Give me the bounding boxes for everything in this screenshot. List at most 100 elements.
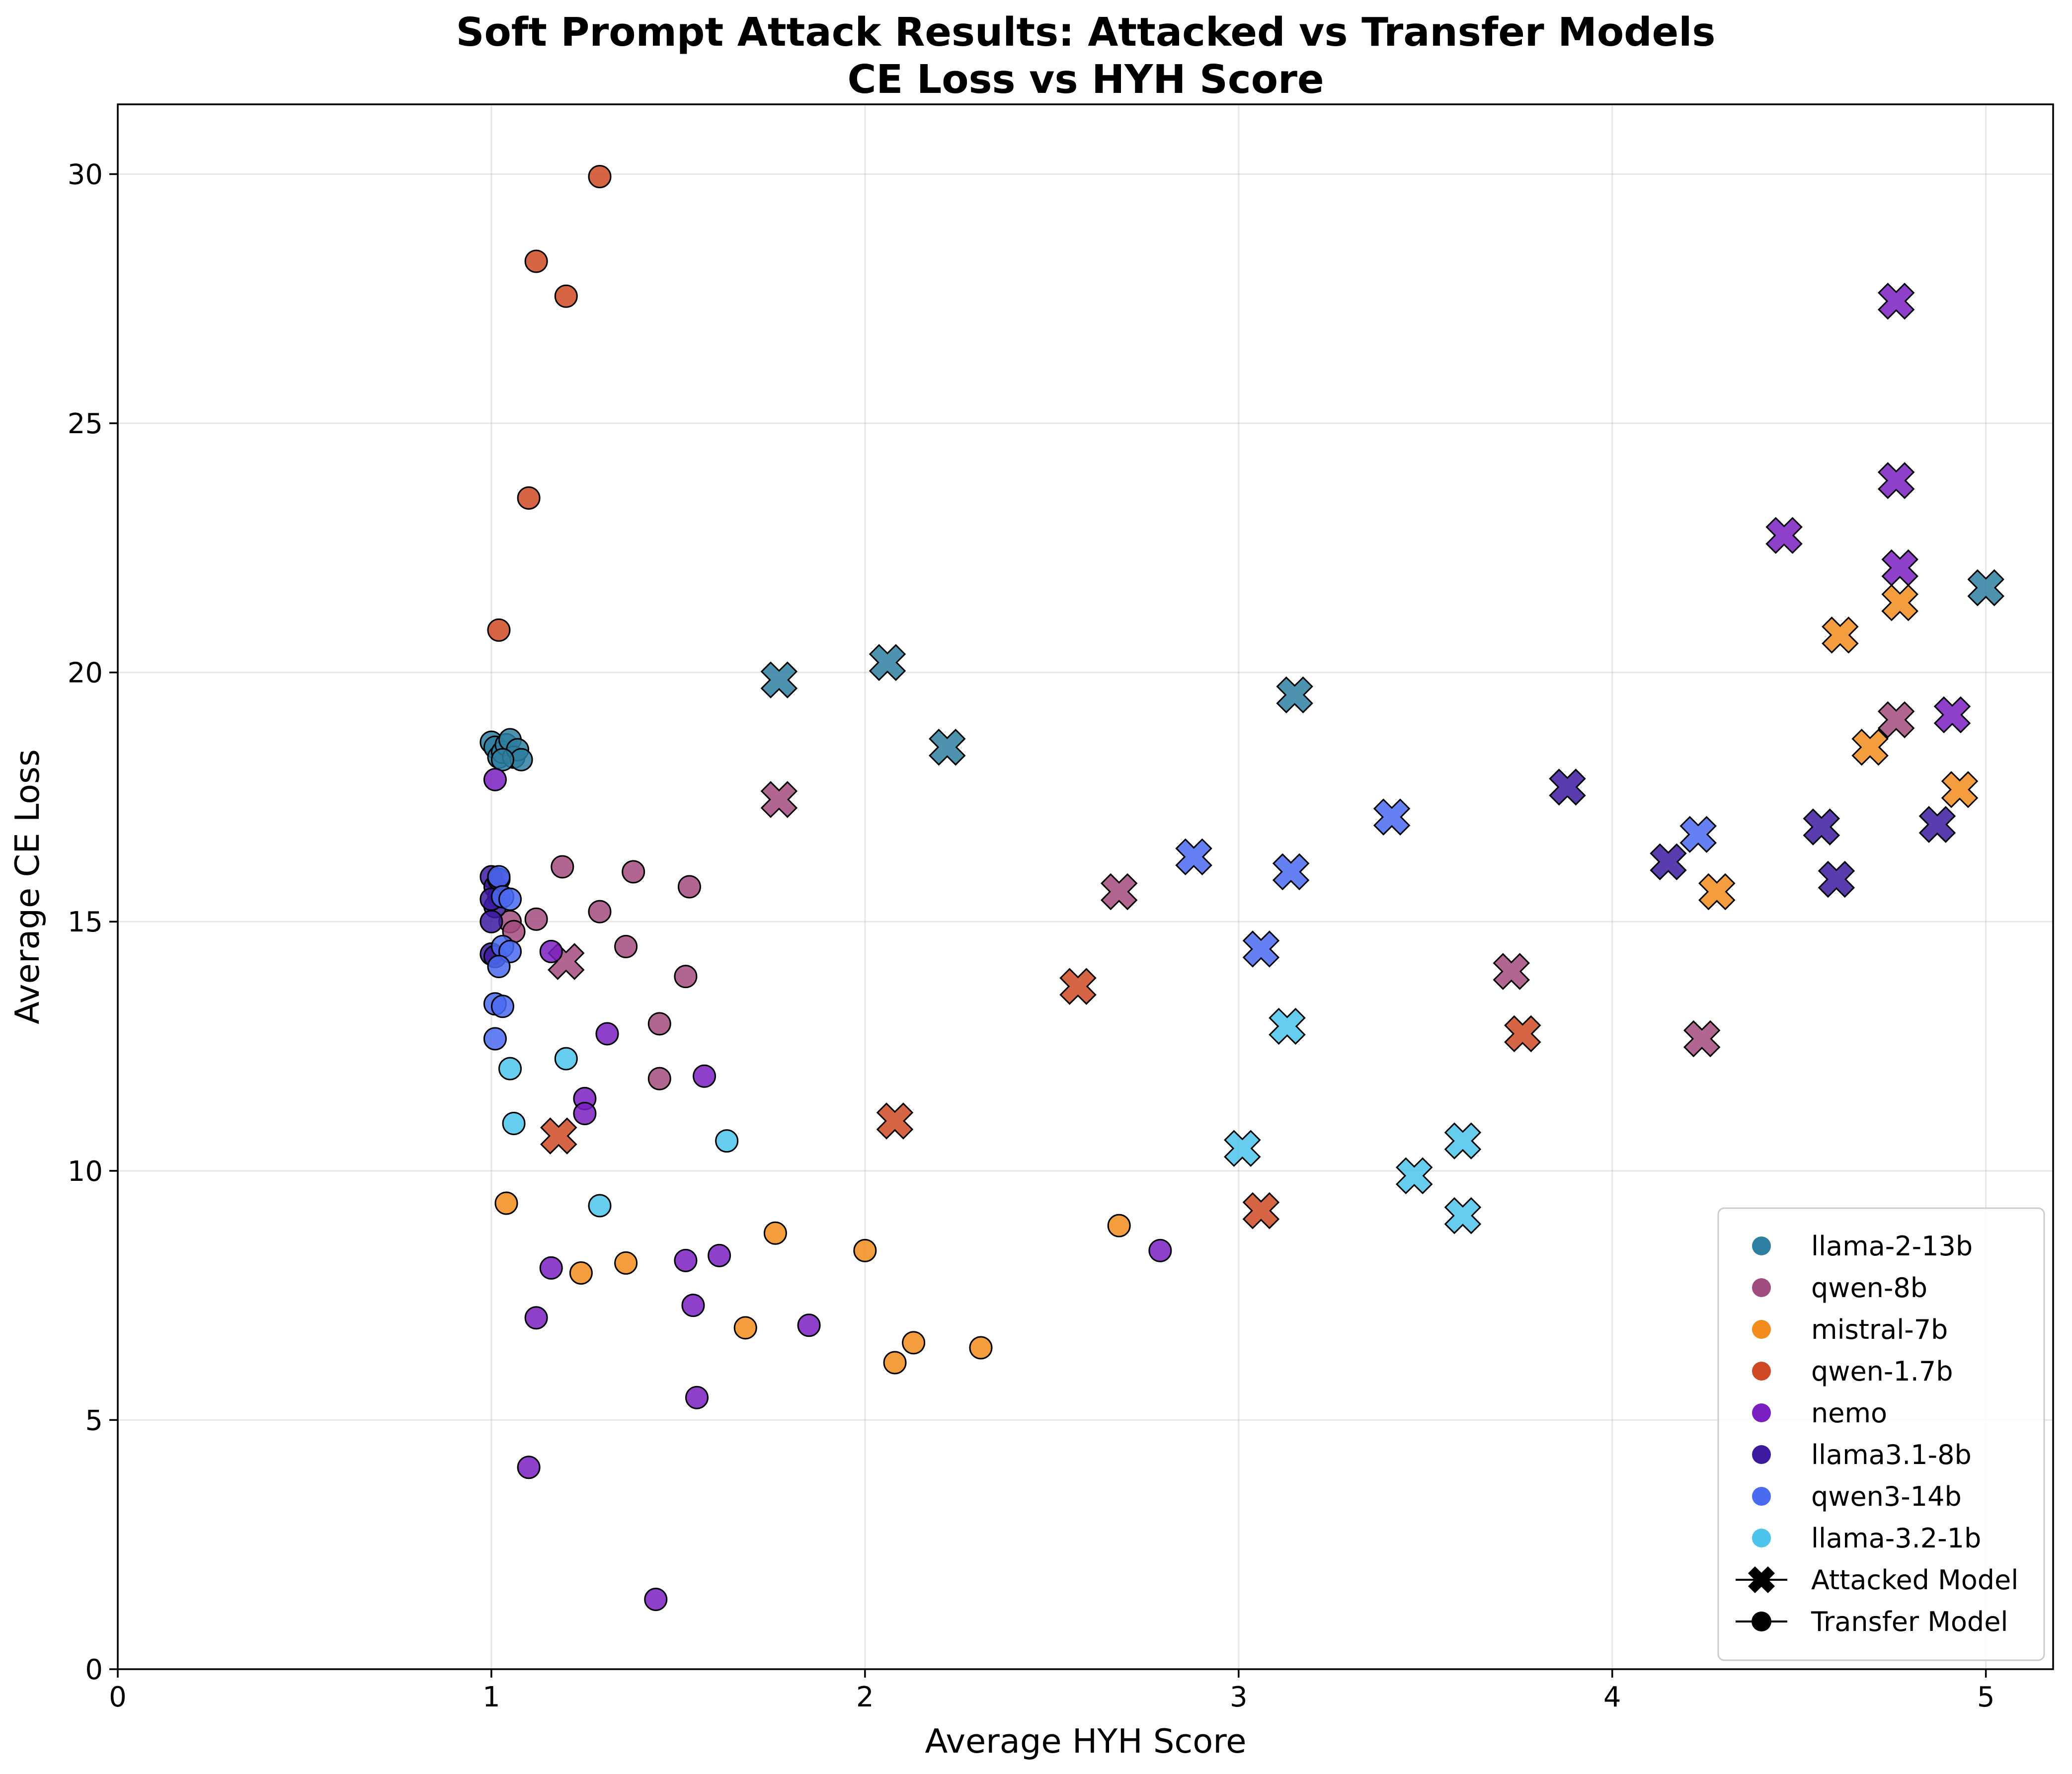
- transfer-point: [490, 995, 514, 1018]
- series-qwen3-14b: [483, 798, 1717, 1051]
- transfer-point: [539, 939, 563, 963]
- legend-label: mistral-7b: [1811, 1314, 1948, 1345]
- attacked-point: [929, 728, 966, 766]
- transfer-point: [479, 910, 503, 933]
- y-tick-label: 0: [85, 1654, 103, 1686]
- transfer-point: [554, 1047, 578, 1071]
- attacked-point: [1272, 853, 1310, 891]
- attacked-point: [1877, 462, 1915, 499]
- x-tick-label: 5: [1977, 1681, 1995, 1713]
- attacked-point: [1100, 873, 1138, 911]
- legend-label: qwen3-14b: [1811, 1481, 1962, 1512]
- x-tick-label: 0: [109, 1681, 127, 1713]
- series-qwen-8b: [498, 701, 1915, 1090]
- transfer-point: [502, 1112, 526, 1136]
- legend-label: llama-3.2-1b: [1811, 1523, 1981, 1554]
- transfer-point: [588, 1194, 612, 1218]
- x-tick-label: 1: [482, 1681, 500, 1713]
- attacked-point: [1444, 1122, 1482, 1159]
- transfer-point: [902, 1331, 926, 1355]
- transfer-point: [614, 1251, 638, 1275]
- transfer-point: [763, 1221, 787, 1245]
- legend-swatch: [1752, 1445, 1771, 1464]
- legend-swatch: [1752, 1362, 1771, 1381]
- attacked-point: [1224, 1130, 1261, 1167]
- legend-x-marker: [1748, 1566, 1775, 1593]
- transfer-point: [483, 1027, 507, 1051]
- legend-box: [1717, 1207, 2045, 1661]
- y-tick-label: 5: [85, 1404, 103, 1437]
- series-mistral-7b: [494, 584, 1979, 1375]
- legend-swatch: [1752, 1487, 1771, 1506]
- legend-label: qwen-1.7b: [1811, 1356, 1953, 1387]
- transfer-point: [524, 249, 548, 273]
- transfer-point: [622, 860, 645, 884]
- attacked-point: [1698, 873, 1736, 911]
- transfer-point: [647, 1012, 671, 1036]
- x-tick-label: 4: [1603, 1681, 1621, 1713]
- transfer-point: [883, 1351, 907, 1375]
- transfer-point: [569, 1261, 593, 1285]
- attacked-point: [1276, 676, 1313, 714]
- attacked-point: [1683, 1020, 1721, 1058]
- data-points: [479, 164, 2004, 1612]
- transfer-point: [487, 865, 511, 889]
- transfer-point: [588, 164, 612, 188]
- transfer-point: [487, 955, 511, 979]
- legend-label: nemo: [1811, 1397, 1887, 1429]
- transfer-point: [853, 1238, 877, 1262]
- legend-swatch: [1752, 1236, 1771, 1255]
- y-tick-label: 15: [68, 906, 103, 938]
- transfer-point: [494, 1191, 518, 1215]
- transfer-point: [490, 748, 514, 771]
- transfer-point: [647, 1067, 671, 1090]
- attacked-point: [1803, 808, 1840, 846]
- transfer-point: [517, 486, 541, 510]
- attacked-point: [876, 1102, 914, 1140]
- transfer-point: [797, 1313, 821, 1337]
- x-axis-label: Average HYH Score: [925, 1722, 1246, 1761]
- y-tick-label: 20: [68, 657, 103, 690]
- transfer-point: [677, 875, 701, 899]
- transfer-point: [517, 1456, 541, 1479]
- legend-swatch: [1752, 1320, 1771, 1339]
- attacked-point: [1822, 617, 1859, 654]
- attacked-point: [540, 1117, 577, 1155]
- attacked-point: [1504, 1015, 1541, 1053]
- x-tick-label: 2: [856, 1681, 874, 1713]
- transfer-point: [573, 1101, 597, 1125]
- attacked-point: [1941, 771, 1979, 808]
- attacked-point: [1881, 549, 1918, 587]
- attacked-point: [869, 644, 906, 681]
- attacked-point: [1175, 838, 1212, 876]
- transfer-point: [1148, 1238, 1172, 1262]
- transfer-point: [693, 1064, 717, 1088]
- attacked-point: [1373, 798, 1411, 836]
- transfer-point: [674, 965, 698, 989]
- attacked-point: [1851, 728, 1889, 766]
- chart-title: Soft Prompt Attack Results: Attacked vs …: [456, 9, 1716, 55]
- y-tick-label: 10: [68, 1156, 103, 1188]
- transfer-point: [644, 1588, 668, 1612]
- transfer-point: [551, 855, 574, 879]
- attacked-point: [1918, 806, 1956, 843]
- attacked-point: [1679, 816, 1717, 853]
- transfer-point: [539, 1256, 563, 1280]
- transfer-point: [733, 1316, 757, 1340]
- legend-swatch: [1752, 1278, 1771, 1297]
- transfer-point: [588, 900, 612, 924]
- y-tick-label: 25: [68, 408, 103, 440]
- transfer-point: [708, 1243, 731, 1267]
- transfer-point: [483, 768, 507, 791]
- attacked-point: [760, 781, 798, 818]
- y-tick-label: 30: [68, 158, 103, 191]
- transfer-point: [487, 618, 511, 642]
- series-llama-3.2-1b: [498, 1007, 1482, 1234]
- transfer-point: [524, 1306, 548, 1330]
- attacked-point: [1818, 860, 1855, 898]
- chart-subtitle: CE Loss vs HYH Score: [847, 57, 1324, 102]
- legend-label: Transfer Model: [1811, 1606, 2008, 1637]
- attacked-point: [1493, 953, 1530, 990]
- attacked-point: [1765, 517, 1803, 554]
